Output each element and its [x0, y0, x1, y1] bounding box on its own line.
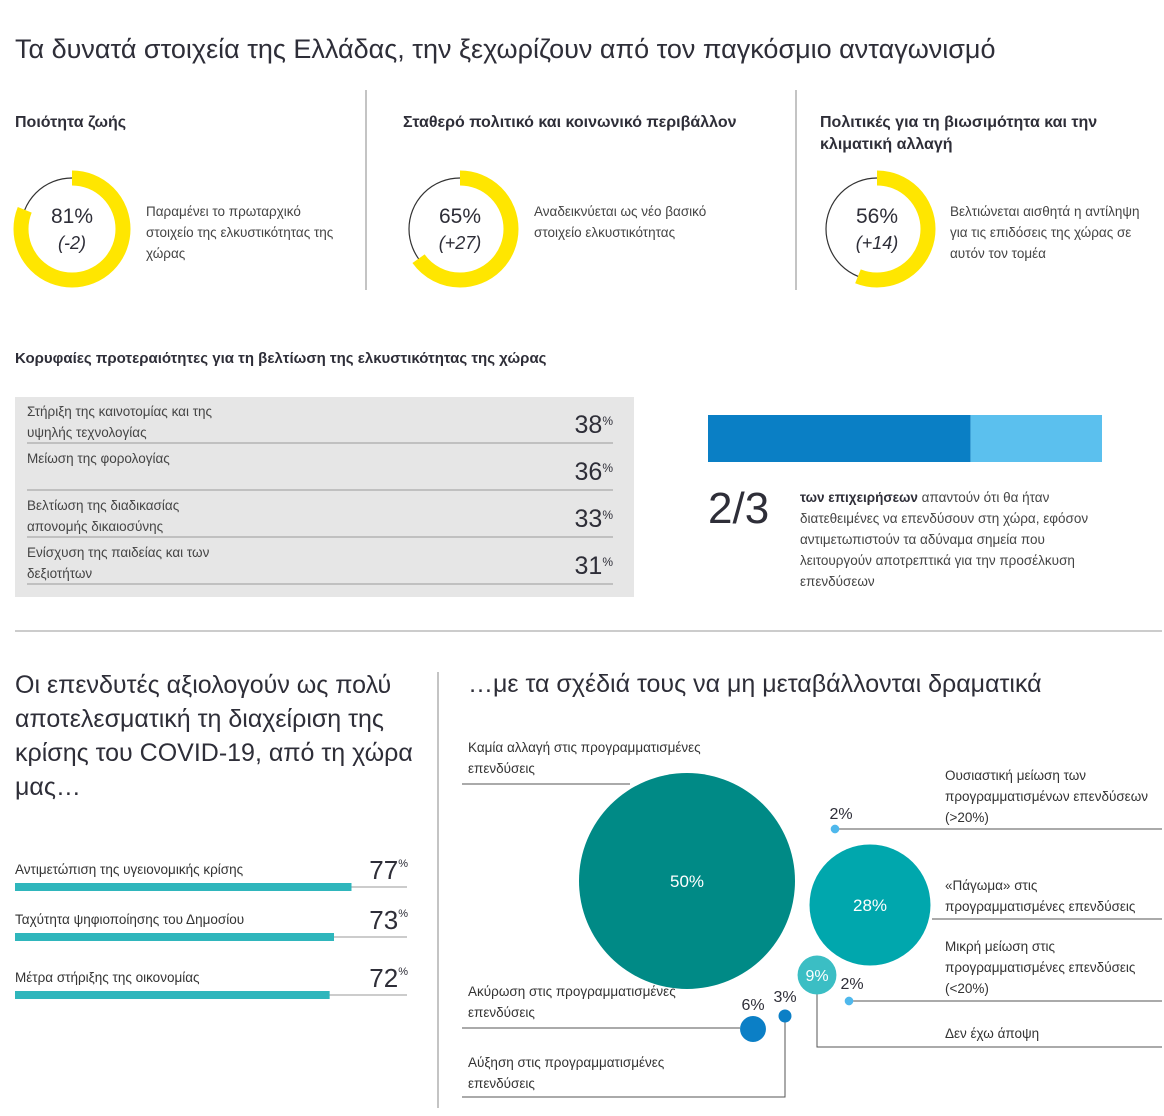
- donut-arc: [401, 170, 519, 288]
- priority-label: Βελτίωση της διαδικασίας απονομής δικαιο…: [27, 498, 180, 534]
- priority-value: 33%: [480, 505, 613, 534]
- covid-bar: [15, 883, 352, 891]
- bubble-category: «Πάγωμα» στις προγραμματισμένες επενδύσε…: [945, 878, 1136, 914]
- page-title: Τα δυνατά στοιχεία της Ελλάδας, την ξεχω…: [15, 34, 996, 64]
- donut-change: (+27): [439, 233, 482, 253]
- donut-value: 65%: [439, 205, 481, 228]
- share-bar-rest: [970, 415, 1102, 462]
- bubble: [809, 844, 931, 966]
- share-fraction: 2/3: [708, 484, 770, 533]
- strength-text: Αναδεικνύεται ως νέο βασικό στοιχείο ελκ…: [534, 204, 707, 240]
- share-bold: των επιχειρήσεων: [800, 490, 918, 505]
- donut-change: (+14): [856, 233, 899, 253]
- bubble: [797, 955, 837, 995]
- bubble: [844, 996, 854, 1006]
- strength-heading: Σταθερό πολιτικό και κοινωνικό περιβάλλο…: [403, 114, 737, 131]
- connector: [816, 975, 1162, 1048]
- priority-number: 31: [574, 552, 603, 580]
- covid-number: 72: [369, 963, 399, 993]
- bubble-label: 6%: [741, 997, 764, 1014]
- donut-change: (-2): [58, 233, 86, 253]
- bubble-category: Ακύρωση στις προγραμματισμένες επενδύσει…: [468, 984, 676, 1020]
- connector: [462, 1016, 786, 1098]
- priority-number: 36: [574, 458, 603, 486]
- priority-value: 31%: [480, 552, 613, 581]
- bubble-category: Καμία αλλαγή στις προγραμματισμένες επεν…: [468, 740, 701, 776]
- share-text: των επιχειρήσεων απαντούν ότι θα ήταν δι…: [800, 487, 1100, 592]
- priority-label: Στήριξη της καινοτομίας και της υψηλής τ…: [27, 404, 213, 440]
- priorities-heading: Κορυφαίες προτεραιότητες για τη βελτίωση…: [15, 350, 547, 367]
- covid-bar: [15, 991, 330, 999]
- priorities-box: [15, 397, 634, 597]
- strength-heading: Ποιότητα ζωής: [15, 114, 127, 131]
- bubble: [830, 824, 840, 834]
- covid-heading: Οι επενδυτές αξιολογούν ως πολύ αποτελεσ…: [15, 671, 413, 801]
- bubble-category: Μικρή μείωση στις προγραμματισμένες επεν…: [945, 939, 1136, 996]
- covid-unit: %: [398, 908, 408, 920]
- covid-label: Αντιμετώπιση της υγειονομικής κρίσης: [15, 862, 244, 877]
- donut-value: 56%: [856, 205, 898, 228]
- bubble-label: 9%: [805, 968, 828, 985]
- priority-number: 33: [574, 505, 603, 533]
- donut-value: 81%: [51, 205, 93, 228]
- covid-number: 73: [369, 905, 399, 935]
- plans-heading: …με τα σχέδιά τους να μη μεταβάλλονται δ…: [468, 670, 1042, 698]
- priority-label: Μείωση της φορολογίας: [27, 451, 170, 466]
- priority-value: 36%: [480, 458, 613, 487]
- priority-unit: %: [602, 555, 613, 569]
- priority-value: 38%: [480, 411, 613, 440]
- covid-unit: %: [398, 858, 408, 870]
- bubble-category: Δεν έχω άποψη: [945, 1026, 1040, 1041]
- covid-number: 77: [369, 855, 399, 885]
- covid-value: 77%: [300, 855, 408, 886]
- priority-label: Ενίσχυση της παιδείας και των δεξιοτήτων: [27, 545, 210, 581]
- bubble-label: 50%: [670, 872, 704, 891]
- donut-arc: [13, 170, 131, 288]
- covid-value: 72%: [300, 963, 408, 994]
- bubble-label: 3%: [773, 989, 796, 1006]
- share-body: απαντούν ότι θα ήταν διατεθειμένες να επ…: [800, 490, 1089, 589]
- strength-text: Παραμένει το πρωταρχικό στοιχείο της ελκ…: [146, 204, 334, 261]
- bubble-label: 28%: [853, 896, 887, 915]
- bubble-category: Ουσιαστική μείωση των προγραμματισμένων …: [945, 768, 1148, 825]
- strength-heading: Πολιτικές για τη βιωσιμότητα και την κλι…: [820, 114, 1098, 153]
- priority-unit: %: [602, 461, 613, 475]
- covid-unit: %: [398, 966, 408, 978]
- strength-text: Βελτιώνεται αισθητά η αντίληψη για τις ε…: [950, 204, 1140, 261]
- bubble: [778, 1009, 792, 1023]
- bubble-label: 2%: [829, 806, 852, 823]
- bubble-label: 2%: [840, 976, 863, 993]
- bubble-category: Αύξηση στις προγραμματισμένες επενδύσεις: [468, 1055, 665, 1091]
- share-bar: [708, 415, 971, 462]
- covid-value: 73%: [300, 905, 408, 936]
- covid-bar: [15, 933, 335, 941]
- bubble: [579, 773, 795, 989]
- priority-unit: %: [602, 414, 613, 428]
- bubble: [740, 1016, 766, 1042]
- priority-unit: %: [602, 508, 613, 522]
- covid-label: Ταχύτητα ψηφιοποίησης του Δημοσίου: [15, 912, 245, 927]
- covid-label: Μέτρα στήριξης της οικονομίας: [15, 970, 200, 985]
- priority-number: 38: [574, 411, 603, 439]
- donut-arc: [818, 170, 936, 288]
